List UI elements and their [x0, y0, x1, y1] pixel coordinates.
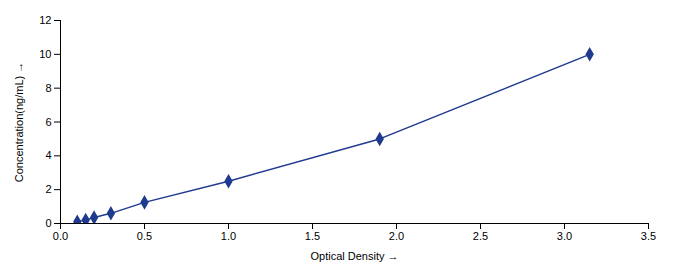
svg-text:6: 6 [45, 116, 51, 128]
svg-text:4: 4 [45, 149, 51, 161]
svg-text:0: 0 [45, 217, 51, 229]
svg-text:12: 12 [39, 14, 51, 26]
svg-text:1.0: 1.0 [221, 230, 236, 242]
svg-text:8: 8 [45, 82, 51, 94]
svg-text:Optical Density →: Optical Density → [310, 250, 398, 262]
svg-text:3.0: 3.0 [557, 230, 572, 242]
svg-text:2.0: 2.0 [389, 230, 404, 242]
svg-text:2.5: 2.5 [473, 230, 488, 242]
svg-text:10: 10 [39, 48, 51, 60]
svg-text:3.5: 3.5 [641, 230, 656, 242]
svg-text:0.5: 0.5 [137, 230, 152, 242]
svg-text:1.5: 1.5 [305, 230, 320, 242]
svg-text:2: 2 [45, 183, 51, 195]
svg-text:Concentration(ng/mL) →: Concentration(ng/mL) → [13, 62, 25, 182]
svg-text:0.0: 0.0 [53, 230, 68, 242]
